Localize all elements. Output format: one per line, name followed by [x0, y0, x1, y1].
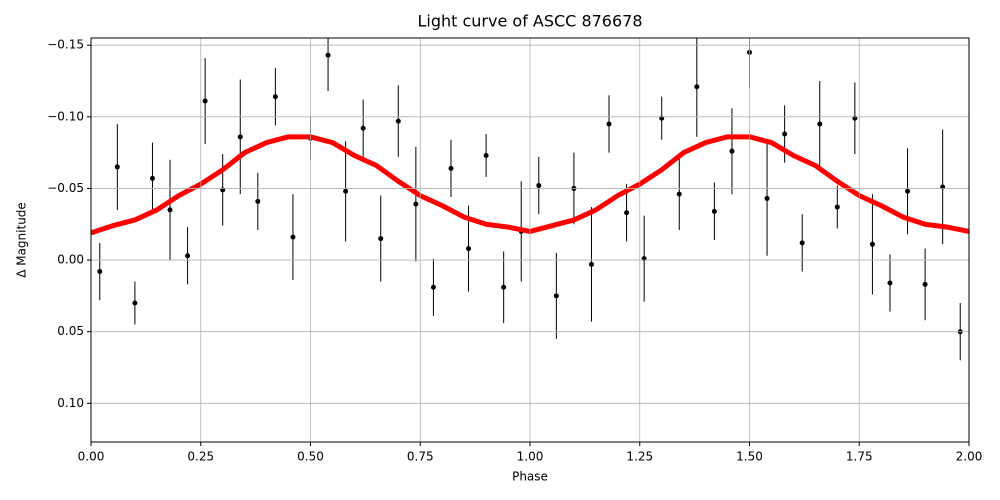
data-point — [799, 240, 805, 246]
data-point — [378, 236, 384, 242]
y-axis-label: Δ Magnitude — [15, 202, 29, 278]
data-point — [817, 121, 823, 127]
chart-title: Light curve of ASCC 876678 — [417, 12, 642, 31]
data-point — [588, 261, 594, 267]
data-point — [764, 195, 770, 201]
x-tick-label: 1.75 — [846, 450, 873, 464]
data-point — [413, 201, 419, 207]
data-point — [395, 118, 401, 124]
data-point — [272, 94, 278, 100]
data-point — [729, 148, 735, 154]
x-tick-label: 2.00 — [956, 450, 983, 464]
data-point — [255, 198, 261, 204]
x-tick-label: 0.00 — [78, 450, 105, 464]
data-point — [132, 300, 138, 306]
y-tick-label: 0.00 — [57, 253, 84, 267]
data-point — [185, 253, 191, 259]
data-point — [237, 134, 243, 140]
data-point — [869, 241, 875, 247]
x-tick-label: 0.75 — [407, 450, 434, 464]
x-tick-label: 1.25 — [626, 450, 653, 464]
data-point — [624, 210, 630, 216]
data-point — [501, 284, 507, 290]
y-tick-label: 0.05 — [57, 324, 84, 338]
x-axis-label: Phase — [512, 470, 548, 484]
y-tick-label: −0.15 — [47, 38, 84, 52]
data-point — [430, 284, 436, 290]
plot-frame — [90, 37, 970, 443]
data-point — [97, 269, 103, 275]
x-tick-label: 0.50 — [297, 450, 324, 464]
data-point — [466, 246, 472, 252]
data-point — [202, 98, 208, 104]
data-point — [694, 84, 700, 90]
data-point — [905, 188, 911, 194]
data-point — [483, 152, 489, 158]
data-point — [536, 183, 542, 189]
data-point — [167, 207, 173, 213]
y-tick-label: 0.10 — [57, 396, 84, 410]
data-point — [343, 188, 349, 194]
data-point — [114, 164, 120, 170]
data-point — [325, 52, 331, 58]
data-point — [448, 165, 454, 171]
data-point — [290, 234, 296, 240]
y-tick-label: −0.10 — [47, 109, 84, 123]
plot-area — [91, 38, 969, 442]
y-tick-label: −0.05 — [47, 181, 84, 195]
data-point — [676, 191, 682, 197]
data-point — [834, 204, 840, 210]
data-point — [149, 175, 155, 181]
data-point — [553, 293, 559, 299]
data-point — [606, 121, 612, 127]
x-tick-label: 1.00 — [517, 450, 544, 464]
x-tick-label: 1.50 — [736, 450, 763, 464]
data-point — [360, 125, 366, 131]
data-point — [711, 208, 717, 214]
data-point — [922, 281, 928, 287]
data-point — [887, 280, 893, 286]
x-tick-label: 0.25 — [187, 450, 214, 464]
data-point — [782, 131, 788, 137]
